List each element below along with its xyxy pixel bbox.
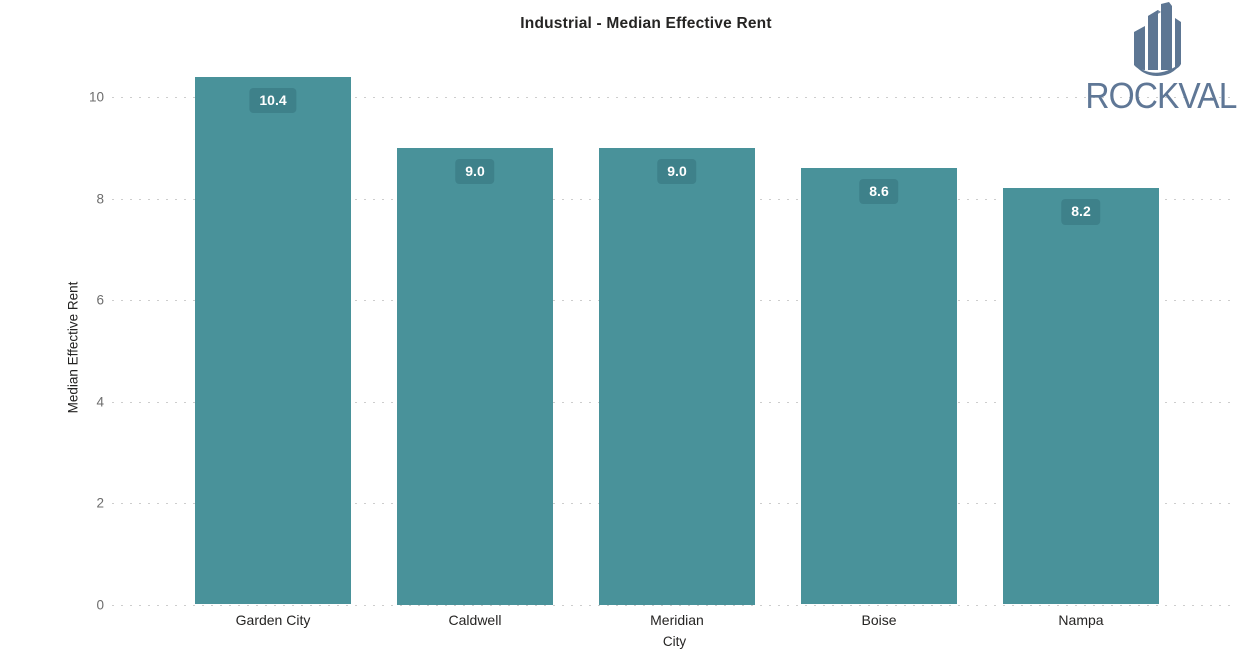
y-axis-title: Median Effective Rent [65, 281, 81, 414]
gridline-y10 [112, 97, 1237, 98]
bar-caldwell[interactable]: 9.0 [397, 147, 553, 605]
y-tick-label: 8 [96, 191, 104, 206]
y-tick-label: 10 [88, 89, 104, 105]
x-axis-title: City [662, 634, 687, 649]
y-tick-label: 2 [96, 495, 104, 511]
x-tick-label-nampa: Nampa [1058, 612, 1104, 628]
bar-value-badge: 9.0 [455, 158, 495, 185]
bar-value-badge: 10.4 [249, 87, 297, 114]
x-tick-label-garden-city: Garden City [235, 612, 311, 628]
x-tick-label-boise: Boise [861, 612, 897, 628]
bar-nampa[interactable]: 8.2 [1003, 188, 1159, 605]
rockval-logo: ROCKVAL [1072, 2, 1237, 114]
x-tick-label-caldwell: Caldwell [448, 612, 502, 628]
bar-value-badge: 9.0 [657, 158, 697, 185]
x-tick-label-meridian: Meridian [650, 612, 704, 628]
buildings-icon [1121, 2, 1189, 76]
bar-boise[interactable]: 8.6 [801, 168, 957, 605]
bar-meridian[interactable]: 9.0 [599, 147, 755, 605]
y-tick-label: 0 [96, 597, 104, 612]
bar-garden-city[interactable]: 10.4 [195, 76, 351, 605]
gridline-y0 [112, 604, 1237, 606]
y-tick-label: 4 [96, 394, 104, 409]
logo-wordmark: ROCKVAL [1084, 75, 1237, 116]
chart-title: Industrial - Median Effective Rent [520, 15, 772, 32]
bar-value-badge: 8.6 [859, 179, 899, 205]
y-tick-label: 6 [96, 292, 104, 308]
bar-value-badge: 8.2 [1061, 199, 1101, 225]
